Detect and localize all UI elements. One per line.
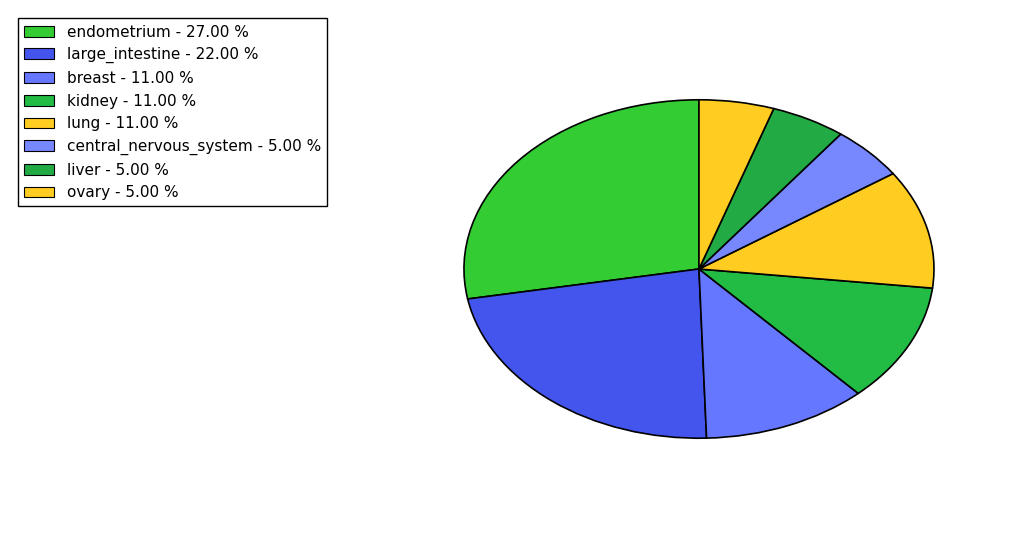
Wedge shape — [699, 134, 893, 269]
Wedge shape — [699, 109, 841, 269]
Wedge shape — [699, 174, 934, 288]
Wedge shape — [699, 269, 858, 438]
Wedge shape — [468, 269, 707, 438]
Wedge shape — [699, 100, 774, 269]
Wedge shape — [699, 269, 933, 393]
Wedge shape — [464, 100, 699, 299]
Legend: endometrium - 27.00 %, large_intestine - 22.00 %, breast - 11.00 %, kidney - 11.: endometrium - 27.00 %, large_intestine -… — [18, 18, 327, 207]
